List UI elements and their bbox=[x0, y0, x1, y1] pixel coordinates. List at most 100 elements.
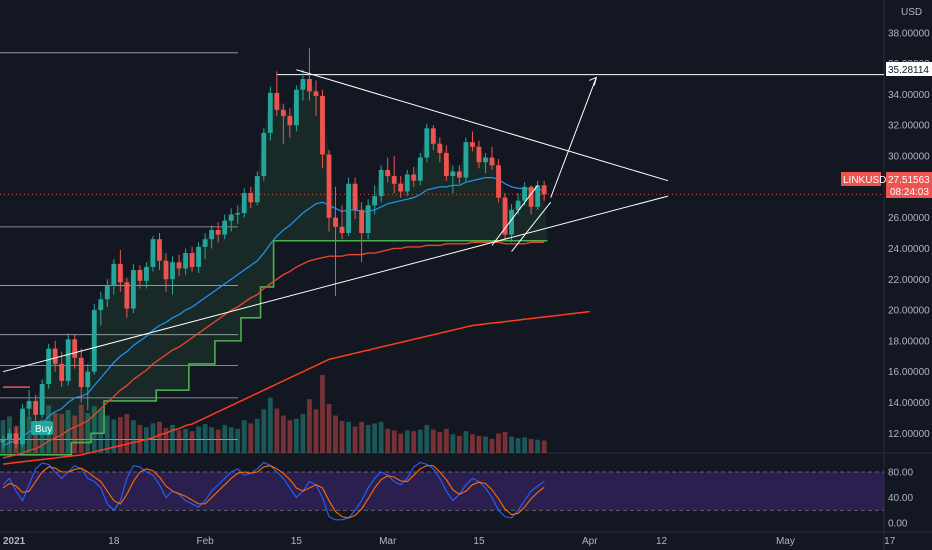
candle-body bbox=[170, 262, 175, 280]
candle bbox=[404, 169, 410, 197]
candle-body bbox=[261, 132, 267, 177]
trend-drawings[interactable] bbox=[2, 69, 669, 373]
volume-bar bbox=[176, 430, 182, 453]
candle-body bbox=[522, 186, 527, 201]
volume-bar bbox=[39, 419, 45, 453]
candle bbox=[209, 225, 215, 249]
time-tick-label: 18 bbox=[108, 536, 120, 547]
candle-body bbox=[78, 357, 84, 388]
symbol-tag-box bbox=[841, 172, 881, 186]
candle bbox=[7, 428, 12, 445]
candle-body bbox=[280, 109, 286, 116]
candle bbox=[541, 180, 547, 201]
candle bbox=[0, 434, 6, 449]
volume-bar bbox=[248, 423, 254, 453]
candle bbox=[411, 166, 417, 187]
volume-bar bbox=[170, 424, 175, 453]
time-tick-label: 17 bbox=[884, 536, 896, 547]
candle-body bbox=[411, 174, 417, 181]
volume-bar bbox=[522, 437, 527, 453]
candle bbox=[430, 125, 436, 150]
price-tag-box bbox=[886, 172, 932, 198]
candle bbox=[150, 236, 156, 272]
volume-bar bbox=[443, 428, 449, 453]
stochastic-pane[interactable]: 80.00 40.00 0.00 bbox=[0, 461, 913, 530]
candle bbox=[372, 185, 378, 215]
volume-bar bbox=[137, 424, 143, 453]
currency-label: USD bbox=[901, 7, 922, 18]
candle bbox=[326, 149, 332, 232]
candle-body bbox=[424, 128, 430, 158]
volume-bar bbox=[326, 403, 332, 453]
candle bbox=[346, 177, 351, 237]
candle bbox=[333, 186, 338, 297]
volume-bar bbox=[274, 408, 280, 453]
candle-body bbox=[176, 262, 182, 269]
price-tick-label: 34.00000 bbox=[888, 90, 930, 101]
candle-body bbox=[391, 176, 397, 184]
volume-bar bbox=[502, 431, 508, 453]
candle-body bbox=[215, 229, 221, 235]
candle bbox=[320, 89, 325, 169]
volume-bar bbox=[450, 434, 456, 453]
volume-bar bbox=[124, 414, 130, 453]
candle bbox=[124, 277, 130, 318]
candle-body bbox=[489, 157, 495, 166]
volume-bar bbox=[52, 413, 58, 453]
volume-bar bbox=[26, 417, 32, 453]
volume-bar bbox=[280, 415, 286, 453]
volume-bar bbox=[320, 375, 325, 453]
price-tick-label: 12.00000 bbox=[888, 429, 930, 440]
candles[interactable] bbox=[0, 48, 547, 449]
buy-label: Buy bbox=[35, 424, 52, 435]
candle bbox=[65, 333, 71, 386]
buy-marker: Buy bbox=[31, 421, 53, 435]
candle bbox=[72, 334, 78, 369]
candle-body bbox=[131, 270, 136, 309]
candle bbox=[91, 303, 97, 375]
candle-body bbox=[144, 266, 149, 281]
volume-bar bbox=[222, 424, 228, 453]
candle-body bbox=[528, 186, 534, 207]
candle-body bbox=[91, 310, 97, 372]
volume-bar bbox=[72, 415, 78, 453]
candle bbox=[144, 262, 149, 289]
candle-body bbox=[117, 263, 123, 283]
volume-bar bbox=[228, 427, 234, 453]
volume-bar bbox=[333, 415, 338, 453]
volume-bar bbox=[339, 421, 345, 453]
time-tick-label: Apr bbox=[582, 536, 598, 547]
symbol-tag-text: LINKUSD bbox=[843, 175, 886, 186]
candle bbox=[170, 256, 175, 295]
price-tick-label: 14.00000 bbox=[888, 398, 930, 409]
candle-body bbox=[502, 197, 508, 235]
price-tick-label: 22.00000 bbox=[888, 275, 930, 286]
volume-bar bbox=[235, 428, 241, 453]
buy-label-box bbox=[31, 421, 53, 435]
candle-body bbox=[7, 433, 12, 440]
candle bbox=[300, 69, 306, 101]
candle bbox=[117, 249, 123, 292]
volume-bar bbox=[365, 424, 371, 453]
candle bbox=[183, 248, 188, 275]
candle-body bbox=[20, 408, 25, 445]
candle bbox=[222, 214, 228, 240]
candle bbox=[104, 279, 110, 307]
candle bbox=[33, 394, 38, 421]
candle-body bbox=[196, 246, 201, 267]
candle bbox=[202, 233, 208, 260]
price-axis[interactable]: USD 38.0000036.0000034.0000032.0000030.0… bbox=[888, 7, 930, 440]
time-axis[interactable]: 202118Feb15Mar15Apr12May17Jun bbox=[3, 536, 932, 547]
candle-body bbox=[333, 217, 338, 227]
candle bbox=[339, 205, 345, 240]
volume-bar bbox=[541, 440, 547, 453]
candle-body bbox=[189, 253, 195, 267]
candle bbox=[294, 85, 299, 132]
candle-body bbox=[26, 400, 32, 409]
wedge-left-line bbox=[491, 184, 539, 246]
volume-bar bbox=[267, 397, 273, 453]
candle-body bbox=[307, 79, 312, 92]
price-tick-label: 30.00000 bbox=[888, 152, 930, 163]
